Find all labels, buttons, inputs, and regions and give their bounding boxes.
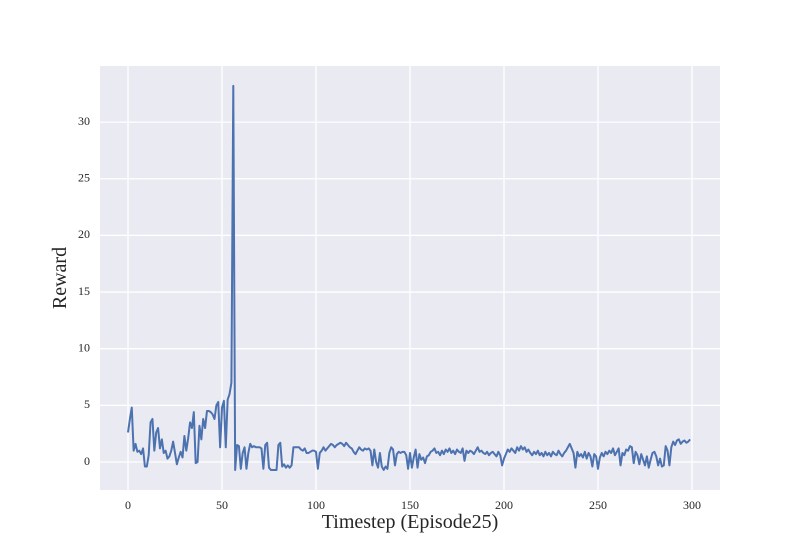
y-tick-label: 15 xyxy=(78,284,90,298)
x-tick-label: 200 xyxy=(495,498,513,512)
x-tick-label: 100 xyxy=(307,498,325,512)
grid xyxy=(100,66,720,490)
y-tick-label: 0 xyxy=(84,454,90,468)
x-tick-label: 150 xyxy=(401,498,419,512)
x-tick-label: 50 xyxy=(216,498,228,512)
y-tick-label: 30 xyxy=(78,114,90,128)
plot xyxy=(127,84,691,471)
y-tick-label: 20 xyxy=(78,227,90,241)
x-axis-label: Timestep (Episode25) xyxy=(322,511,498,533)
x-tick-label: 250 xyxy=(589,498,607,512)
y-axis-label: Reward xyxy=(49,247,71,309)
x-tick-label: 0 xyxy=(125,498,131,512)
y-tick-label: 25 xyxy=(78,170,90,184)
data-line xyxy=(127,84,691,471)
x-tick-label: 300 xyxy=(683,498,701,512)
ticks: 0 50 100 150 200 250 300 0 5 10 15 20 25 30 xyxy=(78,114,701,512)
y-tick-label: 10 xyxy=(78,340,90,354)
y-tick-label: 5 xyxy=(84,397,90,411)
